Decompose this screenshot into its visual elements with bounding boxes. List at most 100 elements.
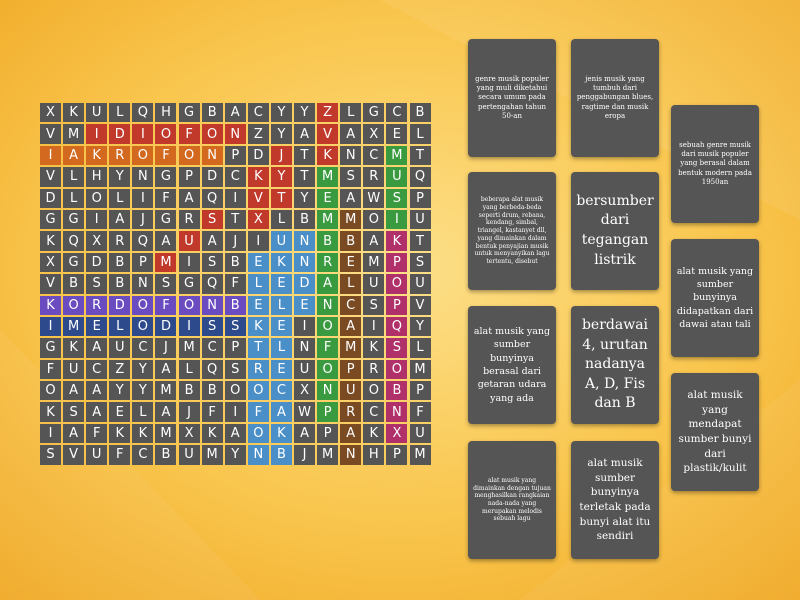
letter-cell[interactable]: U <box>86 445 108 465</box>
letter-cell[interactable]: P <box>317 423 339 444</box>
letter-cell[interactable]: L <box>270 338 292 358</box>
letter-cell[interactable]: V <box>40 274 61 294</box>
letter-cell[interactable]: N <box>132 274 154 294</box>
letter-cell[interactable]: L <box>340 103 362 123</box>
letter-cell[interactable]: E <box>86 316 108 337</box>
letter-cell[interactable]: Q <box>409 167 431 187</box>
letter-cell[interactable]: T <box>224 209 246 230</box>
letter-cell[interactable]: I <box>247 231 269 251</box>
letter-cell[interactable]: U <box>270 231 292 251</box>
letter-cell[interactable]: S <box>201 316 223 337</box>
letter-cell[interactable]: N <box>201 145 223 166</box>
letter-cell[interactable]: Y <box>270 167 292 187</box>
letter-cell[interactable]: I <box>86 209 108 230</box>
letter-cell[interactable]: F <box>247 402 269 422</box>
letter-cell[interactable]: S <box>155 274 177 294</box>
letter-cell[interactable]: A <box>340 423 362 444</box>
letter-cell[interactable]: I <box>294 316 316 337</box>
letter-cell[interactable]: A <box>340 188 362 208</box>
letter-cell[interactable]: H <box>363 445 385 465</box>
letter-cell[interactable]: I <box>178 316 200 337</box>
letter-cell[interactable]: U <box>178 445 200 465</box>
letter-cell[interactable]: I <box>386 209 408 230</box>
letter-cell[interactable]: R <box>317 252 339 273</box>
letter-cell[interactable]: I <box>40 145 61 166</box>
letter-cell[interactable]: A <box>63 381 85 401</box>
letter-cell[interactable]: S <box>63 402 85 422</box>
letter-cell[interactable]: R <box>340 402 362 422</box>
letter-cell[interactable]: I <box>132 188 154 208</box>
letter-cell[interactable]: L <box>340 274 362 294</box>
letter-cell[interactable]: D <box>86 252 108 273</box>
letter-cell[interactable]: A <box>63 423 85 444</box>
letter-cell[interactable]: S <box>386 338 408 358</box>
letter-cell[interactable]: I <box>363 316 385 337</box>
letter-cell[interactable]: A <box>86 402 108 422</box>
letter-cell[interactable]: E <box>109 402 131 422</box>
letter-cell[interactable]: Y <box>270 103 292 123</box>
letter-cell[interactable]: A <box>155 359 177 380</box>
letter-cell[interactable]: H <box>86 167 108 187</box>
letter-cell[interactable]: M <box>201 445 223 465</box>
letter-cell[interactable]: S <box>201 252 223 273</box>
letter-cell[interactable]: S <box>201 209 223 230</box>
letter-cell[interactable]: J <box>155 338 177 358</box>
letter-cell[interactable]: Y <box>294 188 316 208</box>
letter-cell[interactable]: K <box>363 338 385 358</box>
letter-cell[interactable]: B <box>201 103 223 123</box>
letter-cell[interactable]: Z <box>109 359 131 380</box>
letter-cell[interactable]: S <box>40 445 61 465</box>
clue-card-3[interactable]: sebuah genre musik dari musik populer ya… <box>671 105 759 223</box>
clue-card-10[interactable]: alat musik yang dimainkan dengan tujuan … <box>468 441 556 559</box>
letter-cell[interactable]: F <box>40 359 61 380</box>
letter-cell[interactable]: O <box>386 274 408 294</box>
letter-cell[interactable]: M <box>386 145 408 166</box>
letter-cell[interactable]: A <box>155 402 177 422</box>
letter-cell[interactable]: V <box>317 124 339 144</box>
letter-cell[interactable]: V <box>247 188 269 208</box>
letter-cell[interactable]: U <box>63 359 85 380</box>
letter-cell[interactable]: M <box>155 252 177 273</box>
letter-cell[interactable]: I <box>40 316 61 337</box>
letter-cell[interactable]: A <box>63 145 85 166</box>
letter-cell[interactable]: A <box>340 124 362 144</box>
letter-cell[interactable]: K <box>132 423 154 444</box>
letter-cell[interactable]: B <box>109 274 131 294</box>
clue-card-6[interactable]: alat musik yang sumber bunyinya didapatk… <box>671 239 759 357</box>
letter-cell[interactable]: F <box>155 188 177 208</box>
letter-cell[interactable]: G <box>363 103 385 123</box>
letter-cell[interactable]: G <box>178 103 200 123</box>
clue-card-1[interactable]: genre musik populer yang muli diketahui … <box>468 39 556 157</box>
letter-cell[interactable]: R <box>109 231 131 251</box>
letter-cell[interactable]: F <box>317 338 339 358</box>
letter-cell[interactable]: T <box>247 338 269 358</box>
letter-cell[interactable]: D <box>40 188 61 208</box>
letter-cell[interactable]: P <box>340 359 362 380</box>
letter-cell[interactable]: O <box>363 381 385 401</box>
letter-cell[interactable]: B <box>409 103 431 123</box>
letter-cell[interactable]: C <box>86 359 108 380</box>
letter-cell[interactable]: P <box>386 252 408 273</box>
letter-cell[interactable]: M <box>340 209 362 230</box>
letter-cell[interactable]: E <box>294 295 316 315</box>
letter-cell[interactable]: F <box>109 445 131 465</box>
letter-cell[interactable]: E <box>340 252 362 273</box>
letter-cell[interactable]: L <box>109 316 131 337</box>
letter-cell[interactable]: J <box>224 231 246 251</box>
letter-cell[interactable]: X <box>294 381 316 401</box>
letter-cell[interactable]: K <box>40 295 61 315</box>
letter-cell[interactable]: B <box>201 381 223 401</box>
letter-cell[interactable]: G <box>178 274 200 294</box>
letter-cell[interactable]: N <box>294 338 316 358</box>
letter-cell[interactable]: L <box>409 338 431 358</box>
letter-cell[interactable]: O <box>201 124 223 144</box>
letter-cell[interactable]: I <box>224 402 246 422</box>
letter-cell[interactable]: W <box>363 188 385 208</box>
letter-cell[interactable]: X <box>86 231 108 251</box>
letter-cell[interactable]: Q <box>201 188 223 208</box>
letter-cell[interactable]: F <box>155 295 177 315</box>
letter-cell[interactable]: M <box>363 252 385 273</box>
letter-cell[interactable]: B <box>386 381 408 401</box>
letter-cell[interactable]: A <box>294 423 316 444</box>
letter-cell[interactable]: B <box>317 231 339 251</box>
